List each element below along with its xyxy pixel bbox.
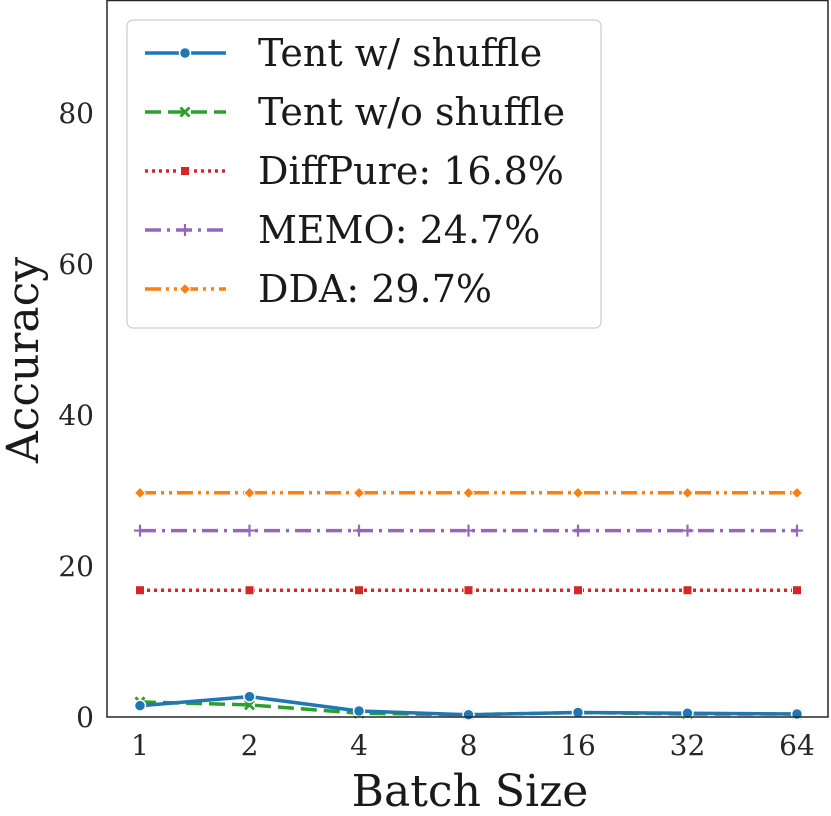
legend-box [126, 19, 602, 329]
data-point-memo-24-7-1 [134, 524, 146, 537]
data-point-tent-w-shuffle-8 [462, 708, 475, 721]
data-point-memo-24-7-64 [791, 524, 803, 537]
legend-label-tent-w-shuffle: Tent w/ shuffle [258, 31, 542, 75]
legend-item-dda-29-7: DDA: 29.7% [145, 267, 492, 311]
y-axis-title: Accuracy [0, 257, 49, 464]
data-point-diffpure-16-8-32 [682, 585, 693, 596]
data-point-diffpure-16-8-1 [135, 585, 145, 596]
legend-item-memo-24-7: MEMO: 24.7% [145, 208, 540, 252]
x-tick-label-1: 1 [131, 729, 149, 762]
data-point-diffpure-16-8-8 [463, 585, 474, 596]
legend-label-memo-24-7: MEMO: 24.7% [258, 208, 540, 252]
data-point-dda-29-7-16 [571, 486, 585, 500]
y-tick-label-80: 80 [58, 97, 94, 130]
legend-label-dda-29-7: DDA: 29.7% [258, 267, 492, 311]
series-diffpure-16-8 [135, 585, 802, 596]
legend-marker-tent-w-o-shuffle [179, 106, 191, 118]
legend: Tent w/ shuffle Tent w/o shuffle DiffPure:… [126, 19, 602, 329]
y-tick-label-40: 40 [58, 399, 94, 432]
data-point-tent-w-shuffle-1 [133, 699, 147, 712]
legend-item-tent-w-o-shuffle: Tent w/o shuffle [145, 90, 565, 134]
series-layer [133, 486, 804, 721]
data-point-tent-w-shuffle-32 [681, 706, 694, 720]
legend-label-diffpure-16-8: DiffPure: 16.8% [258, 149, 564, 193]
data-point-dda-29-7-8 [462, 486, 475, 500]
legend-marker-tent-w-shuffle [178, 46, 192, 60]
data-point-tent-w-shuffle-4 [352, 704, 366, 718]
data-point-dda-29-7-2 [243, 486, 256, 500]
plot-frame [106, 0, 829, 718]
data-point-tent-w-shuffle-16 [571, 706, 585, 719]
x-tick-labels: 1 2 4 8 16 32 64 [131, 729, 815, 762]
data-point-diffpure-16-8-4 [354, 585, 364, 596]
y-tick-label-20: 20 [58, 550, 94, 583]
data-point-diffpure-16-8-64 [792, 585, 802, 596]
series-tent-w-shuffle [133, 690, 804, 721]
data-point-dda-29-7-64 [790, 486, 804, 500]
legend-label-tent-w-o-shuffle: Tent w/o shuffle [258, 90, 565, 134]
y-tick-label-0: 0 [76, 701, 94, 734]
x-axis-title: Batch Size [352, 766, 589, 816]
x-tick-label-8: 8 [460, 729, 478, 762]
data-point-memo-24-7-32 [681, 524, 694, 537]
y-tick-label-60: 60 [58, 248, 94, 281]
data-point-memo-24-7-16 [572, 524, 584, 537]
legend-marker-memo-24-7 [179, 224, 191, 236]
x-tick-label-64: 64 [779, 729, 815, 762]
legend-item-tent-w-shuffle: Tent w/ shuffle [145, 31, 542, 75]
legend-items: Tent w/ shuffle Tent w/o shuffle DiffPure:… [145, 31, 565, 311]
data-point-diffpure-16-8-16 [573, 585, 583, 596]
x-tick-label-16: 16 [560, 729, 596, 762]
legend-marker-diffpure-16-8 [180, 166, 190, 176]
data-point-dda-29-7-4 [352, 486, 366, 500]
data-point-tent-w-shuffle-64 [790, 707, 804, 721]
y-tick-labels: 0 20 40 60 80 [58, 97, 94, 734]
x-tick-label-2: 2 [241, 729, 259, 762]
x-tick-label-32: 32 [670, 729, 706, 762]
legend-marker-dda-29-7 [178, 282, 192, 296]
series-dda-29-7 [133, 486, 804, 500]
legend-item-diffpure-16-8: DiffPure: 16.8% [145, 149, 564, 193]
data-point-dda-29-7-1 [133, 486, 147, 500]
data-point-memo-24-7-8 [462, 524, 475, 537]
data-point-diffpure-16-8-2 [244, 585, 255, 596]
data-point-tent-w-shuffle-2 [243, 690, 256, 703]
x-tick-label-4: 4 [350, 729, 368, 762]
data-point-memo-24-7-2 [243, 524, 256, 537]
series-memo-24-7 [134, 524, 803, 537]
data-point-memo-24-7-4 [353, 524, 365, 537]
data-point-dda-29-7-32 [681, 486, 694, 500]
